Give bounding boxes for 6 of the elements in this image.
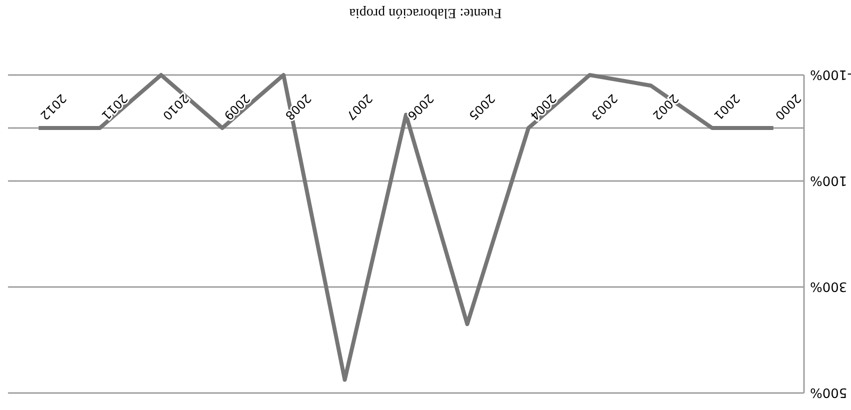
y-tick-label: 300% <box>810 278 848 294</box>
source-note: Fuente: Elaboración propia <box>348 5 502 20</box>
y-tick-label: 100% <box>810 172 848 188</box>
y-tick-label: 500% <box>810 384 848 400</box>
y-tick-label: -100% <box>810 66 851 82</box>
line-series <box>36 73 776 382</box>
